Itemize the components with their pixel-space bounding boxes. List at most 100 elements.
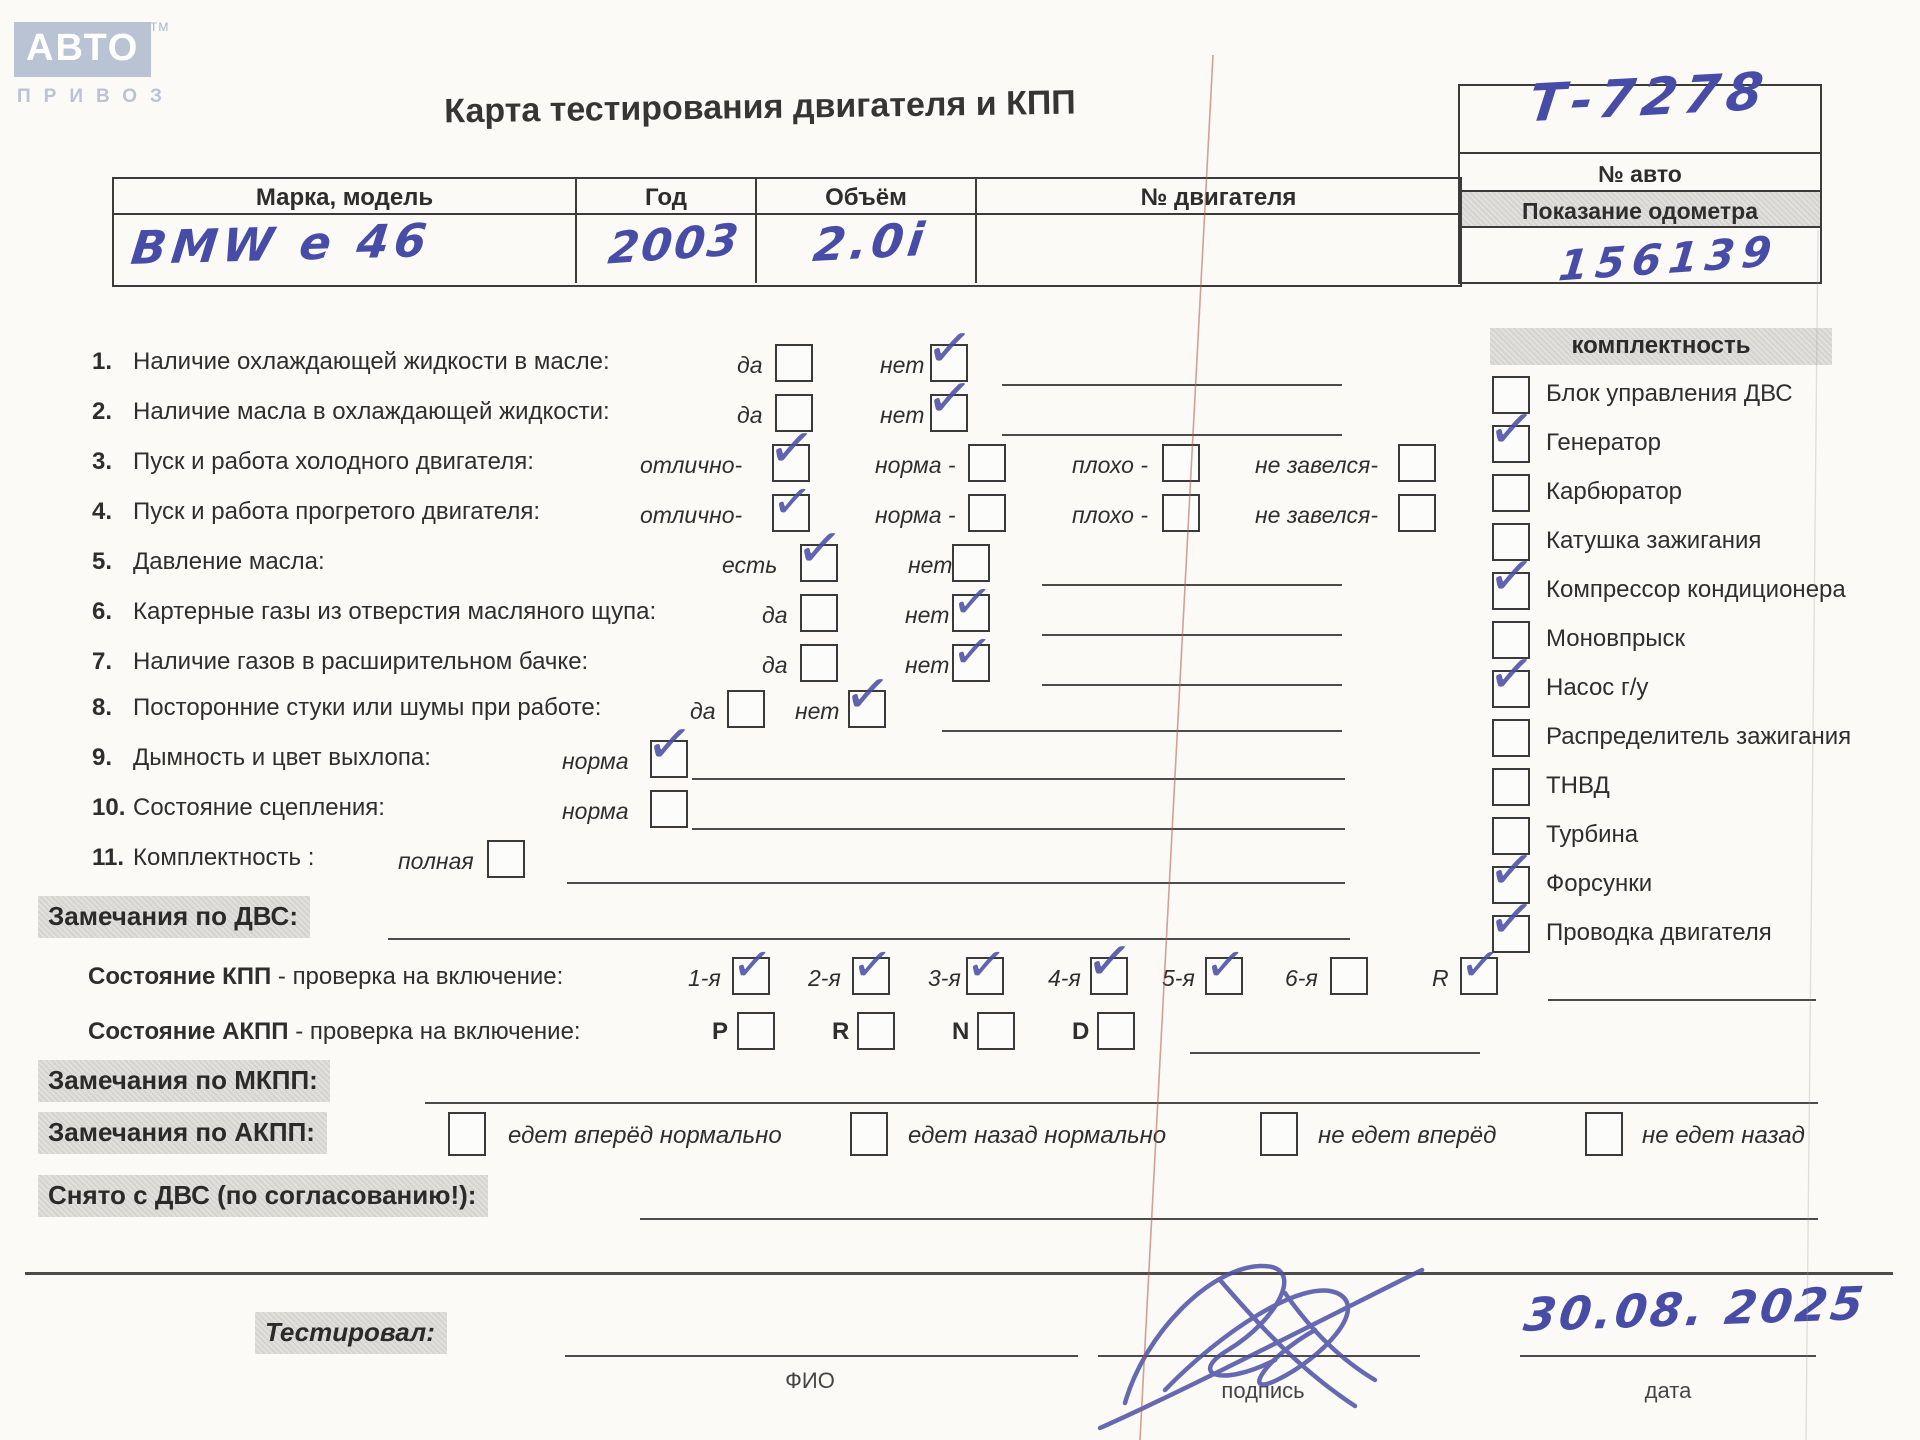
checkbox-norma-9[interactable] xyxy=(650,740,688,778)
checkbox-akpp-p[interactable] xyxy=(737,1012,775,1050)
checkbox-da-6[interactable] xyxy=(800,594,838,632)
checkbox-ne-zavelsya-3[interactable] xyxy=(1398,444,1436,482)
akpp-option-label: не едет назад xyxy=(1642,1122,1805,1149)
akpp-pos-label: P xyxy=(712,1018,729,1045)
dvs-remarks-label: Замечания по ДВС: xyxy=(38,896,310,938)
odometer-header: Показание одометра xyxy=(1460,190,1820,228)
checkbox-norma-3[interactable] xyxy=(968,444,1006,482)
checkbox-no-drive-backward[interactable] xyxy=(1585,1112,1623,1156)
checkbox-norma-10[interactable] xyxy=(650,790,688,828)
write-line xyxy=(1042,684,1342,686)
checkbox-da-7[interactable] xyxy=(800,644,838,682)
checkbox-equipment-2[interactable] xyxy=(1492,474,1530,512)
akpp-option-label: едет вперёд нормально xyxy=(508,1122,782,1149)
signature-line xyxy=(1098,1355,1420,1357)
checkbox-equipment-1[interactable] xyxy=(1492,425,1530,463)
signature-caption: подпись xyxy=(1221,1378,1305,1403)
akpp-row-label: Состояние АКПП - проверка на включение: xyxy=(88,1018,581,1046)
checkbox-akpp-r[interactable] xyxy=(857,1012,895,1050)
write-line xyxy=(640,1218,1818,1220)
check-label: Состояние сцепления: xyxy=(133,794,385,821)
option-label: нет xyxy=(908,552,953,578)
checkbox-net-2[interactable] xyxy=(930,394,968,432)
check-label: Картерные газы из отверстия масляного щу… xyxy=(133,598,657,625)
checkbox-akpp-n[interactable] xyxy=(977,1012,1015,1050)
check-row-10: 10. Состояние сцепления: норма xyxy=(0,790,1920,836)
year-value: 2003 xyxy=(605,214,743,275)
option-label: плохо - xyxy=(1072,452,1148,478)
mkpp-remarks-label: Замечания по МКПП: xyxy=(38,1060,330,1102)
option-label: нет xyxy=(795,698,840,724)
checkbox-gear-5[interactable] xyxy=(1205,957,1243,995)
checkbox-no-drive-forward[interactable] xyxy=(1260,1112,1298,1156)
option-label: есть xyxy=(722,552,778,578)
option-label: отлично- xyxy=(640,502,743,528)
check-number: 8. xyxy=(92,694,113,721)
write-line xyxy=(1002,434,1342,436)
option-label: норма xyxy=(562,798,629,824)
checkbox-da-1[interactable] xyxy=(775,344,813,382)
gear-label: 6-я xyxy=(1285,965,1318,991)
check-number: 4. xyxy=(92,498,113,525)
vehicle-table: Марка, модель Год Объём № двигателя BMW … xyxy=(112,177,1462,287)
checkbox-da-8[interactable] xyxy=(727,690,765,728)
checkbox-ploho-4[interactable] xyxy=(1162,494,1200,532)
checkbox-polnaya-11[interactable] xyxy=(487,840,525,878)
checkbox-gear-r[interactable] xyxy=(1460,957,1498,995)
checkbox-gear-3[interactable] xyxy=(966,957,1004,995)
auto-number-cell: Т-7278 xyxy=(1460,62,1820,152)
col-header-make: Марка, модель xyxy=(114,179,577,215)
checkbox-equipment-4[interactable] xyxy=(1492,572,1530,610)
signature-scribble xyxy=(1097,1263,1425,1431)
check-label: Дымность и цвет выхлопа: xyxy=(133,744,431,771)
checkbox-ploho-3[interactable] xyxy=(1162,444,1200,482)
equipment-row: Распределитель зажигания xyxy=(0,715,1920,763)
separator-line xyxy=(25,1272,1893,1275)
check-label: Наличие охлаждающей жидкости в масле: xyxy=(133,348,610,375)
check-label: Пуск и работа холодного двигателя: xyxy=(133,448,534,475)
checkbox-est-5[interactable] xyxy=(800,544,838,582)
check-label: Наличие масла в охлаждающей жидкости: xyxy=(133,398,610,425)
checkbox-drives-backward-ok[interactable] xyxy=(850,1112,888,1156)
check-number: 11. xyxy=(92,844,125,871)
write-line xyxy=(1190,1052,1480,1054)
checkbox-gear-6[interactable] xyxy=(1330,957,1368,995)
check-label: Давление масла: xyxy=(133,548,325,575)
checkbox-equipment-8[interactable] xyxy=(1492,768,1530,806)
kpp-row-label-bold: Состояние КПП xyxy=(88,963,272,990)
checkbox-gear-4[interactable] xyxy=(1090,957,1128,995)
equipment-label: Моновпрыск xyxy=(1546,625,1686,652)
checkbox-norma-4[interactable] xyxy=(968,494,1006,532)
date-line xyxy=(1520,1355,1816,1357)
write-line xyxy=(692,828,1345,830)
date-value: 30.08. 2025 xyxy=(1520,1276,1870,1342)
equipment-row: Генератор xyxy=(0,421,1920,469)
equipment-row: Проводка двигателя xyxy=(0,911,1920,959)
check-number: 10. xyxy=(92,794,126,821)
gear-label: 2-я xyxy=(808,965,841,991)
checkbox-gear-2[interactable] xyxy=(852,957,890,995)
checkbox-drives-forward-ok[interactable] xyxy=(448,1112,486,1156)
option-label: да xyxy=(762,652,788,678)
checkbox-ne-zavelsya-4[interactable] xyxy=(1398,494,1436,532)
checkbox-equipment-6[interactable] xyxy=(1492,670,1530,708)
check-number: 6. xyxy=(92,598,113,625)
checkbox-gear-1[interactable] xyxy=(732,957,770,995)
option-label: полная xyxy=(398,848,474,874)
write-line xyxy=(1548,999,1816,1001)
checkbox-net-8[interactable] xyxy=(848,690,886,728)
equipment-label: Распределитель зажигания xyxy=(1546,723,1852,750)
equipment-header: комплектность xyxy=(1490,328,1832,365)
check-number: 5. xyxy=(92,548,113,575)
gear-label: 5-я xyxy=(1162,965,1195,991)
checkbox-equipment-7[interactable] xyxy=(1492,719,1530,757)
write-line xyxy=(692,778,1345,780)
gear-label: R xyxy=(1432,965,1449,991)
option-label: да xyxy=(737,352,763,378)
equipment-label: Турбина xyxy=(1546,821,1639,848)
checkbox-net-7[interactable] xyxy=(952,644,990,682)
checkbox-akpp-d[interactable] xyxy=(1097,1012,1135,1050)
check-row-4: 4. Пуск и работа прогретого двигателя: о… xyxy=(0,494,1920,540)
akpp-row-label-rest: - проверка на включение: xyxy=(288,1018,581,1045)
equipment-row: ТНВД xyxy=(0,764,1920,812)
